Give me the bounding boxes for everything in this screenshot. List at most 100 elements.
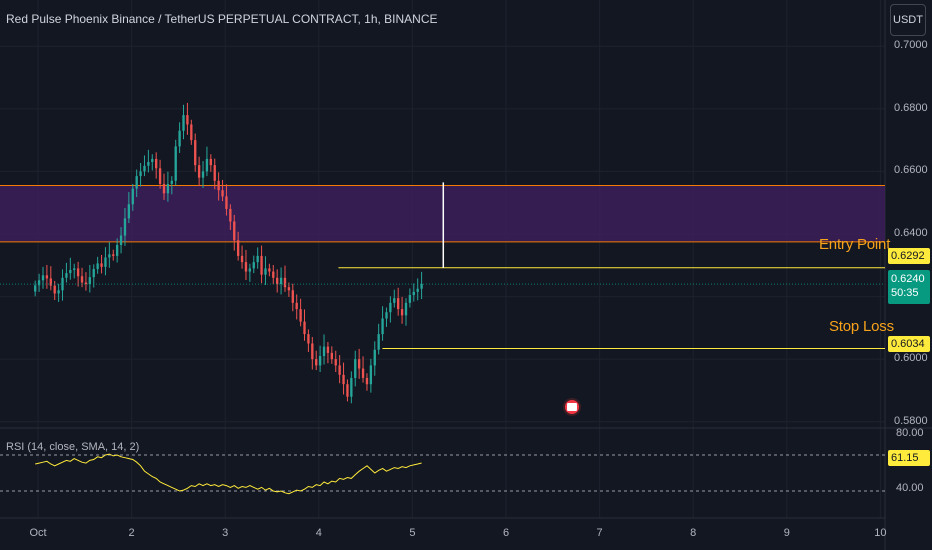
- candle-body: [397, 298, 400, 310]
- rsi-line: [35, 453, 422, 495]
- rsi-lower-label: 40.00: [896, 482, 924, 494]
- candle-body: [147, 162, 150, 166]
- candle: [49, 266, 52, 291]
- candle: [236, 231, 240, 261]
- rsi-value-tag: 61.15: [888, 450, 930, 466]
- rsi-pane: [0, 453, 885, 495]
- candle-body: [330, 352, 334, 360]
- candle-body: [217, 180, 220, 191]
- candle-body: [229, 208, 232, 222]
- candle: [264, 256, 267, 286]
- candle: [197, 156, 201, 187]
- candle-body: [65, 273, 68, 278]
- candle: [279, 267, 283, 295]
- candle-body: [197, 165, 201, 178]
- time-tick-label: 9: [783, 527, 790, 539]
- candle: [283, 265, 287, 292]
- candle-body: [252, 262, 255, 269]
- candle-body: [342, 374, 345, 385]
- candle: [166, 171, 170, 202]
- news-flag-icon[interactable]: [563, 398, 581, 416]
- candle: [420, 271, 423, 300]
- candle-body: [408, 295, 412, 303]
- candle-body: [201, 171, 205, 178]
- rsi-upper-label: 80.00: [896, 427, 924, 439]
- candlestick-series: [34, 102, 423, 404]
- candle: [354, 350, 357, 387]
- candle: [322, 334, 326, 365]
- price-tick-label: 0.6000: [894, 352, 928, 365]
- candle-body: [315, 359, 318, 366]
- candle: [385, 307, 388, 327]
- candle-body: [393, 298, 396, 303]
- candle: [256, 247, 259, 269]
- candle-body: [299, 309, 302, 322]
- candle: [389, 296, 392, 323]
- time-tick-label: 7: [596, 527, 603, 539]
- candle: [369, 358, 373, 393]
- candle: [76, 261, 80, 287]
- candle: [34, 280, 37, 297]
- candle: [139, 162, 142, 187]
- candle: [350, 371, 353, 404]
- candle-body: [276, 277, 279, 285]
- candle-body: [279, 277, 283, 285]
- candle-body: [240, 255, 244, 263]
- candle: [248, 263, 252, 282]
- candle-body: [412, 291, 415, 296]
- time-tick-label: 8: [690, 527, 697, 539]
- candle: [404, 298, 408, 326]
- candle-body: [311, 343, 314, 360]
- candle: [155, 152, 158, 179]
- candle: [252, 255, 255, 274]
- price-tick-label: 0.7000: [894, 39, 928, 52]
- candle: [96, 256, 99, 274]
- candle-body: [295, 302, 298, 310]
- candle-body: [291, 290, 294, 303]
- candle-body: [115, 244, 119, 256]
- currency-button[interactable]: USDT: [890, 4, 926, 36]
- candle-body: [236, 240, 240, 256]
- candle-body: [92, 269, 95, 278]
- candle: [303, 309, 306, 341]
- current-price-tag: 0.6240 50:35: [888, 270, 930, 304]
- candle: [45, 264, 49, 289]
- candle: [268, 263, 271, 277]
- candle: [225, 184, 228, 216]
- candle-body: [389, 302, 392, 313]
- candle: [190, 119, 193, 145]
- candle: [170, 176, 173, 195]
- candle-body: [244, 262, 248, 272]
- chart-title: Red Pulse Phoenix Binance / TetherUS PER…: [6, 12, 438, 26]
- candle: [135, 169, 138, 198]
- price-tick-label: 0.6800: [894, 101, 928, 114]
- candle-body: [73, 268, 76, 270]
- candle: [123, 208, 127, 246]
- candle-body: [119, 235, 123, 245]
- candle-body: [373, 349, 376, 366]
- time-tick-label: 6: [502, 527, 510, 539]
- candle-body: [84, 282, 88, 285]
- zone-fill: [0, 185, 885, 242]
- candle-body: [404, 302, 408, 316]
- entry-point-label: Entry Point: [819, 236, 891, 253]
- candle: [311, 336, 314, 370]
- candle-body: [318, 356, 322, 366]
- candle-body: [225, 196, 228, 209]
- candle-body: [135, 176, 138, 189]
- price-tick-label: 0.5800: [894, 414, 928, 427]
- candle-body: [283, 277, 287, 288]
- candle-body: [108, 254, 111, 258]
- candle: [37, 273, 41, 292]
- candle-body: [354, 359, 357, 378]
- candle-body: [80, 276, 84, 283]
- candle: [326, 341, 330, 364]
- candle-body: [213, 165, 216, 181]
- candle: [88, 264, 92, 293]
- current-price-value: 0.6240: [891, 273, 925, 285]
- candle: [151, 154, 154, 171]
- candle-body: [346, 384, 349, 397]
- candle: [307, 329, 310, 352]
- candle-body: [420, 284, 423, 289]
